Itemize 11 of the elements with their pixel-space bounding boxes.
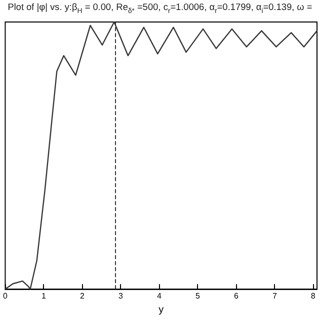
chart-title: Plot of |φ| vs. y:β$_{H}$ = 0.00, Re$_{δ*}$ =500, c$_{r}$=1.0006, α$_{r}$=0.1799, α$_{i}$=0.139, ω = bbox=[8, 2, 312, 15]
x-axis-title: y bbox=[158, 304, 164, 316]
x-tick-label: 1 bbox=[41, 292, 46, 301]
x-tick-label: 5 bbox=[195, 292, 200, 301]
x-tick-label: 4 bbox=[156, 292, 162, 301]
x-tick-label: 7 bbox=[272, 292, 278, 301]
x-tick-label: 2 bbox=[80, 292, 85, 301]
x-tick-label: 8 bbox=[310, 292, 316, 301]
x-tick-label: 6 bbox=[234, 292, 239, 301]
x-tick-label: 0 bbox=[3, 292, 8, 301]
x-tick-label: 3 bbox=[118, 292, 124, 301]
